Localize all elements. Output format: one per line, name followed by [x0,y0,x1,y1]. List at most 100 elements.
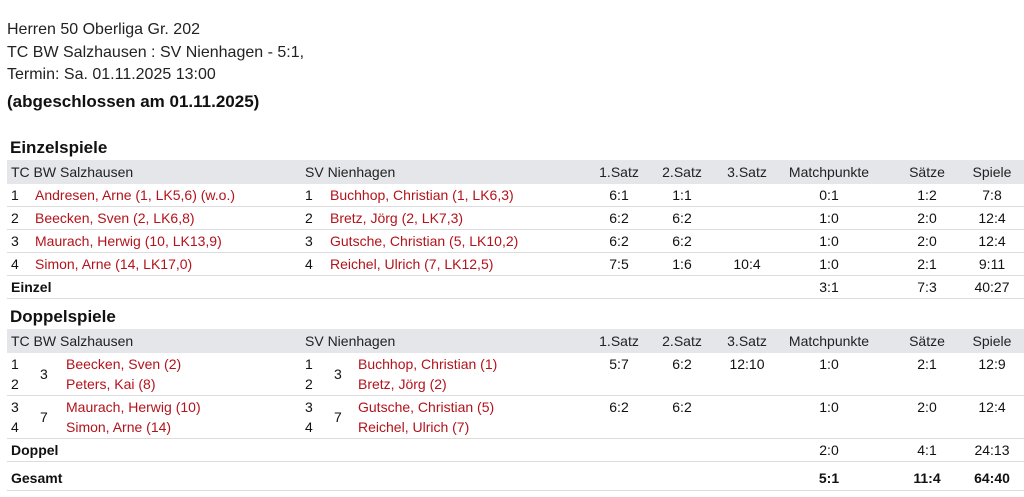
singles-row: 2 Beecken, Sven (2, LK6,8) 2 Bretz, Jörg (2… [7,207,1024,230]
match-date: Termin: Sa. 01.11.2025 13:00 [7,66,216,83]
sets-score: 2:0 [917,233,937,249]
match-points: 1:0 [819,399,839,415]
away-pair-rank: 7 [334,409,342,425]
sets-score: 2:0 [917,399,937,415]
col-set1: 1.Satz [599,164,639,180]
singles-row: 4 Simon, Arne (14, LK17,0) 4 Reichel, Ulric… [7,253,1024,276]
home-position: 3 [11,233,19,249]
games-score: 40:27 [974,279,1010,295]
games-score: 9:11 [978,256,1006,272]
away-player-link[interactable]: Gutsche, Christian (5, LK10,2) [330,233,519,249]
home-position: 1 [11,187,19,203]
col-set3: 3.Satz [727,333,767,349]
home-player-link[interactable]: Maurach, Herwig (10) [66,399,201,415]
col-set3: 3.Satz [727,164,767,180]
home-position-2: 4 [11,419,19,435]
home-player-link[interactable]: Beecken, Sven (2) [66,356,182,372]
match-points: 1:0 [819,356,839,372]
singles-section-title: Einzelspiele [10,138,108,157]
games-score: 12:4 [978,399,1006,415]
away-pair-rank: 3 [334,366,342,382]
match-points: 1:0 [819,233,839,249]
col-match-points: Matchpunkte [788,333,870,349]
home-pair-rank: 7 [40,409,48,425]
home-position-1: 1 [11,356,19,372]
set2-score: 6:2 [672,356,692,372]
set1-score: 7:5 [609,256,629,272]
col-sets: Sätze [909,333,945,349]
away-position: 3 [305,233,313,249]
set2-score: 6:2 [672,233,692,249]
games-score: 12:9 [978,356,1006,372]
total-label: Doppel [11,442,59,458]
set1-score: 6:2 [609,233,629,249]
match-points: 3:1 [819,279,839,295]
away-position-1: 1 [305,356,313,372]
match-points: 0:1 [819,187,839,203]
total-label: Einzel [11,279,52,295]
col-games: Spiele [972,164,1012,180]
set2-score: 6:2 [672,399,692,415]
away-player-link[interactable]: Bretz, Jörg (2) [358,376,447,392]
home-player-link[interactable]: Beecken, Sven (2, LK6,8) [35,210,195,226]
col-away-team: SV Nienhagen [305,333,396,349]
set3-score: 10:4 [733,256,761,272]
home-player-link[interactable]: Simon, Arne (14) [66,419,172,435]
singles-table-header: TC BW Salzhausen SV Nienhagen 1.Satz 2.Satz… [7,160,1024,184]
col-home-team: TC BW Salzhausen [11,333,134,349]
games-score: 7:8 [982,187,1002,203]
sets-score: 4:1 [917,442,937,458]
doubles-section-title: Doppelspiele [10,307,116,326]
match-status: (abgeschlossen am 01.11.2025) [7,92,260,111]
games-score: 12:4 [978,210,1006,226]
league-title: Herren 50 Oberliga Gr. 202 [7,21,200,38]
singles-total-row: Einzel 3:1 7:3 40:27 [7,276,1024,299]
away-player-link[interactable]: Reichel, Ulrich (7, LK12,5) [330,256,494,272]
away-player-link[interactable]: Bretz, Jörg (2, LK7,3) [330,210,464,226]
games-score: 64:40 [974,470,1010,486]
home-player-link[interactable]: Maurach, Herwig (10, LK13,9) [35,233,222,249]
match-points: 2:0 [819,442,839,458]
away-position-2: 2 [305,376,313,392]
away-position-1: 3 [305,399,313,415]
sets-score: 2:0 [917,210,937,226]
doubles-row: 1 2 3 Beecken, Sven (2) Peters, Kai (8) 1 2 3 Bu… [7,353,1024,396]
away-position: 4 [305,256,313,272]
singles-row: 1 Andresen, Arne (1, LK5,6) (w.o.) 1 Buchho… [7,184,1024,207]
col-home-team: TC BW Salzhausen [11,164,134,180]
col-games: Spiele [972,333,1012,349]
col-set2: 2.Satz [662,164,702,180]
home-position: 4 [11,256,19,272]
set2-score: 6:2 [672,210,692,226]
doubles-total-row: Doppel 2:0 4:1 24:13 [7,439,1024,462]
away-player-link[interactable]: Buchhop, Christian (1, LK6,3) [330,187,514,203]
away-position: 2 [305,210,313,226]
home-player-link[interactable]: Andresen, Arne (1, LK5,6) (w.o.) [35,187,235,203]
match-points: 5:1 [818,470,840,486]
set1-score: 6:2 [609,210,629,226]
singles-row: 3 Maurach, Herwig (10, LK13,9) 3 Gutsche, C… [7,230,1024,253]
set3-score: 12:10 [729,356,765,372]
away-player-link[interactable]: Reichel, Ulrich (7) [358,419,470,435]
sets-score: 2:1 [917,256,937,272]
set1-score: 6:2 [609,399,629,415]
home-position-2: 2 [11,376,19,392]
col-set1: 1.Satz [599,333,639,349]
set2-score: 1:1 [672,187,692,203]
away-player-link[interactable]: Buchhop, Christian (1) [358,356,498,372]
grand-total-row-line: Gesamt 5:1 11:4 64:40 [7,466,1024,491]
home-position-1: 3 [11,399,19,415]
set2-score: 1:6 [672,256,692,272]
home-pair-rank: 3 [40,366,48,382]
away-position: 1 [305,187,313,203]
home-player-link[interactable]: Simon, Arne (14, LK17,0) [35,256,193,272]
col-away-team: SV Nienhagen [305,164,396,180]
doubles-row: 3 4 7 Maurach, Herwig (10) Simon, Arne (14) 3… [7,396,1024,439]
total-label: Gesamt [11,470,63,486]
col-sets: Sätze [909,164,945,180]
home-player-link[interactable]: Peters, Kai (8) [66,376,156,392]
away-position-2: 4 [305,419,313,435]
match-title: TC BW Salzhausen : SV Nienhagen - 5:1, [7,44,305,61]
set1-score: 6:1 [609,187,629,203]
away-player-link[interactable]: Gutsche, Christian (5) [358,399,495,415]
